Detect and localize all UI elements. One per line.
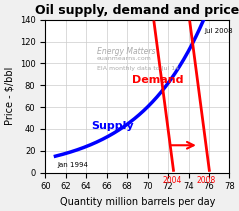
Text: Jul 2008: Jul 2008 — [205, 28, 234, 34]
Text: Supply: Supply — [91, 121, 134, 131]
Text: EIA monthly data to Jul 14: EIA monthly data to Jul 14 — [97, 66, 179, 70]
Text: Demand: Demand — [132, 75, 184, 85]
Text: euanmearns.com: euanmearns.com — [97, 56, 152, 61]
X-axis label: Quantity million barrels per day: Quantity million barrels per day — [60, 197, 215, 207]
Text: Jan 1994: Jan 1994 — [57, 162, 88, 168]
Title: Oil supply, demand and price: Oil supply, demand and price — [35, 4, 239, 17]
Text: Energy Matters: Energy Matters — [97, 47, 155, 56]
Y-axis label: Price - $/bbl: Price - $/bbl — [4, 67, 14, 125]
Text: 2008: 2008 — [197, 176, 216, 185]
Text: 2004: 2004 — [163, 176, 182, 185]
